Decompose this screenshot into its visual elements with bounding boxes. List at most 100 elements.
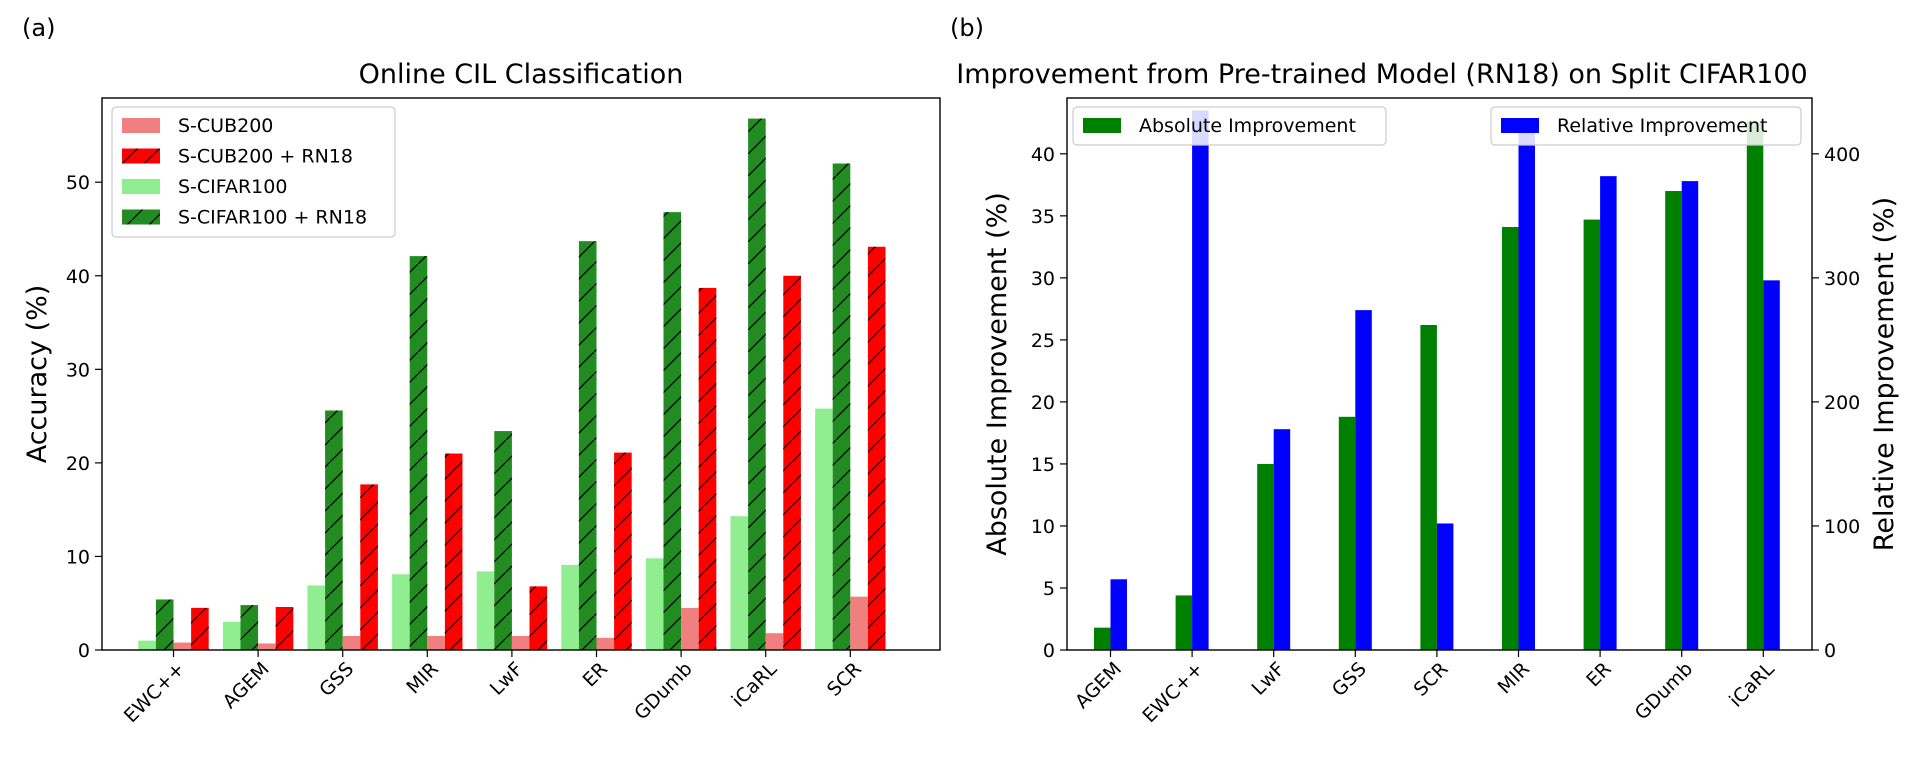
bar-b-0-0 — [1094, 627, 1111, 650]
b-xtick-label: GDumb — [1631, 658, 1697, 724]
bar-a-0-8 — [850, 596, 868, 650]
bar-b-0-5 — [1502, 227, 1519, 650]
bar-a-hatch-1-0 — [191, 607, 209, 650]
bar-a-0-4 — [511, 635, 530, 650]
b-legend-right-label: Relative Improvement — [1557, 115, 1767, 137]
bar-b-1-1 — [1192, 110, 1209, 650]
chart-b-y-axis-right: 0 100 200 300 400 — [1812, 144, 1860, 662]
bar-b-0-2 — [1257, 463, 1274, 650]
bar-a-0-6 — [681, 607, 699, 650]
b-xtick-label: SCR — [1410, 658, 1453, 701]
bar-b-0-3 — [1338, 416, 1356, 650]
a-ytick-label: 0 — [78, 640, 90, 662]
chart-a: Online CIL Classification 0 10 20 30 40 50 EW… — [22, 59, 941, 727]
bar-a-hatch-3-0 — [155, 599, 174, 650]
bar-a-2-1 — [222, 621, 241, 650]
chart-b-x-axis: AGEM EWC++ LwF GSS SCR MIR ER GDumb iCaRL — [1071, 650, 1779, 727]
bar-a-hatch-3-6 — [663, 212, 682, 650]
b-legend-right-swatch — [1501, 118, 1539, 133]
chart-b-ylabel-left: Absolute Improvement (%) — [982, 192, 1013, 556]
bar-b-0-8 — [1746, 121, 1764, 650]
a-legend-swatch-2 — [122, 179, 160, 194]
b-legend-left-swatch — [1083, 118, 1121, 133]
b-xtick-label: GSS — [1328, 658, 1371, 701]
bar-a-hatch-1-4 — [529, 586, 548, 650]
bar-b-0-1 — [1175, 595, 1193, 650]
a-xtick-label: iCaRL — [728, 658, 782, 712]
bar-b-1-7 — [1681, 181, 1699, 651]
b-legend-right-box — [1490, 106, 1802, 146]
bar-a-hatch-1-2 — [360, 484, 378, 650]
bar-a-2-3 — [392, 574, 410, 650]
a-legend-box — [111, 106, 396, 238]
a-legend-label-2: S-CIFAR100 — [178, 176, 287, 198]
chart-b-legend: Absolute Improvement Relative Improvement — [1072, 106, 1802, 146]
bar-a-2-5 — [561, 564, 579, 650]
b-ytick-left-label: 15 — [1031, 454, 1055, 476]
chart-a-y-axis: 0 10 20 30 40 50 — [66, 172, 102, 662]
b-ytick-left-label: 30 — [1031, 268, 1055, 290]
bar-b-1-2 — [1273, 429, 1291, 650]
bar-a-2-4 — [476, 571, 495, 650]
b-legend-left-label: Absolute Improvement — [1139, 115, 1356, 137]
a-xtick-label: EWC++ — [120, 658, 189, 727]
bar-a-0-1 — [258, 643, 276, 650]
bar-a-2-8 — [815, 408, 833, 650]
b-ytick-right-label: 100 — [1824, 516, 1860, 538]
a-xtick-label: AGEM — [219, 658, 274, 713]
b-ytick-left-label: 5 — [1043, 578, 1055, 600]
bar-a-hatch-3-8 — [832, 163, 851, 651]
a-legend-label-0: S-CUB200 — [178, 115, 273, 137]
a-legend-swatch-0 — [122, 118, 160, 133]
chart-b: Improvement from Pre-trained Model (RN18… — [956, 59, 1900, 727]
a-xtick-label: LwF — [486, 658, 528, 700]
bar-a-2-0 — [138, 640, 156, 650]
b-ytick-right-label: 200 — [1824, 392, 1860, 414]
bar-a-0-7 — [765, 633, 784, 650]
chart-a-bars — [138, 118, 886, 651]
chart-b-y-axis-left: 0 5 10 15 20 25 30 35 40 — [1031, 144, 1067, 662]
b-ytick-left-label: 10 — [1031, 516, 1055, 538]
bar-a-hatch-3-7 — [748, 118, 766, 650]
chart-a-x-axis: EWC++ AGEM GSS MIR LwF ER GDumb iCaRL SCR — [120, 650, 866, 727]
b-legend-left-box — [1072, 106, 1387, 146]
chart-a-legend: S-CUB200 S-CUB200 + RN18 S-CIFAR100 S-CIFAR… — [111, 106, 396, 238]
bar-b-0-7 — [1665, 191, 1682, 650]
bar-b-0-6 — [1583, 219, 1601, 650]
a-ytick-label: 50 — [66, 172, 90, 194]
bar-a-2-2 — [307, 585, 326, 650]
bar-b-1-0 — [1110, 579, 1127, 650]
bar-a-hatch-3-1 — [240, 605, 259, 650]
bar-a-hatch-3-2 — [325, 410, 343, 650]
chart-a-frame — [101, 97, 941, 651]
b-ytick-left-label: 40 — [1031, 144, 1055, 166]
a-legend-label-1: S-CUB200 + RN18 — [178, 146, 353, 168]
bar-a-2-7 — [730, 516, 749, 650]
bar-a-hatch-1-5 — [614, 452, 632, 650]
b-ytick-left-label: 25 — [1031, 330, 1055, 352]
a-ytick-label: 30 — [66, 359, 90, 381]
panel-label-a: (a) — [22, 14, 55, 42]
bar-b-1-4 — [1436, 523, 1454, 650]
b-ytick-left-label: 20 — [1031, 392, 1055, 414]
bar-a-hatch-1-8 — [867, 246, 886, 650]
bar-a-hatch-3-3 — [409, 256, 428, 650]
bar-a-hatch-1-6 — [698, 287, 717, 650]
a-xtick-label: ER — [579, 658, 612, 691]
bar-a-hatch-3-5 — [578, 241, 597, 650]
bar-b-0-4 — [1420, 325, 1437, 650]
bar-a-hatch-3-4 — [494, 431, 512, 650]
a-legend-swatch-hatch-1 — [122, 148, 160, 164]
bar-a-0-5 — [596, 637, 615, 650]
b-ytick-right-label: 0 — [1824, 640, 1836, 662]
bar-a-0-2 — [342, 635, 361, 650]
b-xtick-label: MIR — [1494, 658, 1534, 698]
bar-b-1-5 — [1518, 125, 1535, 651]
a-legend-swatch-hatch-3 — [122, 209, 160, 225]
chart-a-ylabel: Accuracy (%) — [22, 285, 53, 464]
panel-label-b: (b) — [950, 14, 984, 42]
a-xtick-label: MIR — [402, 658, 442, 698]
chart-a-title: Online CIL Classification — [359, 59, 684, 90]
bar-a-hatch-1-7 — [783, 275, 801, 650]
chart-b-bars — [1094, 110, 1780, 651]
